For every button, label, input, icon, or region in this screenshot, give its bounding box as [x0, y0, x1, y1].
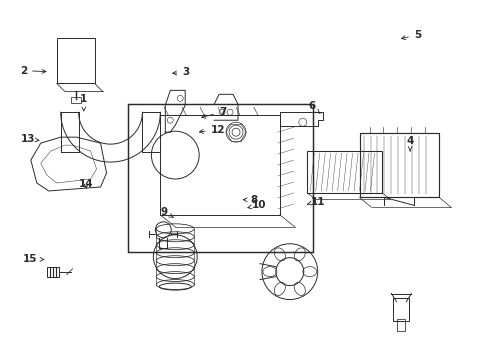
Bar [57, 37, 94, 84]
Text: 15: 15 [23, 254, 44, 264]
Bar [47, 267, 59, 276]
Text: 14: 14 [79, 179, 93, 189]
Text: 4: 4 [406, 136, 413, 151]
Bar [393, 298, 408, 321]
Bar [128, 104, 312, 252]
Text: 7: 7 [202, 107, 226, 118]
Text: 9: 9 [160, 207, 173, 217]
Bar [306, 151, 381, 193]
Bar [160, 115, 279, 215]
Text: 6: 6 [307, 102, 320, 114]
Text: 13: 13 [20, 134, 39, 144]
Text: 5: 5 [401, 30, 420, 40]
Text: 8: 8 [243, 195, 257, 205]
Bar [397, 319, 405, 332]
Text: 1: 1 [80, 94, 87, 111]
Text: 10: 10 [247, 200, 266, 210]
Text: 11: 11 [307, 197, 324, 207]
Bar [359, 133, 438, 197]
Text: 3: 3 [172, 67, 189, 77]
Text: 12: 12 [199, 125, 224, 135]
Text: 2: 2 [20, 66, 46, 76]
Bar [71, 97, 81, 103]
